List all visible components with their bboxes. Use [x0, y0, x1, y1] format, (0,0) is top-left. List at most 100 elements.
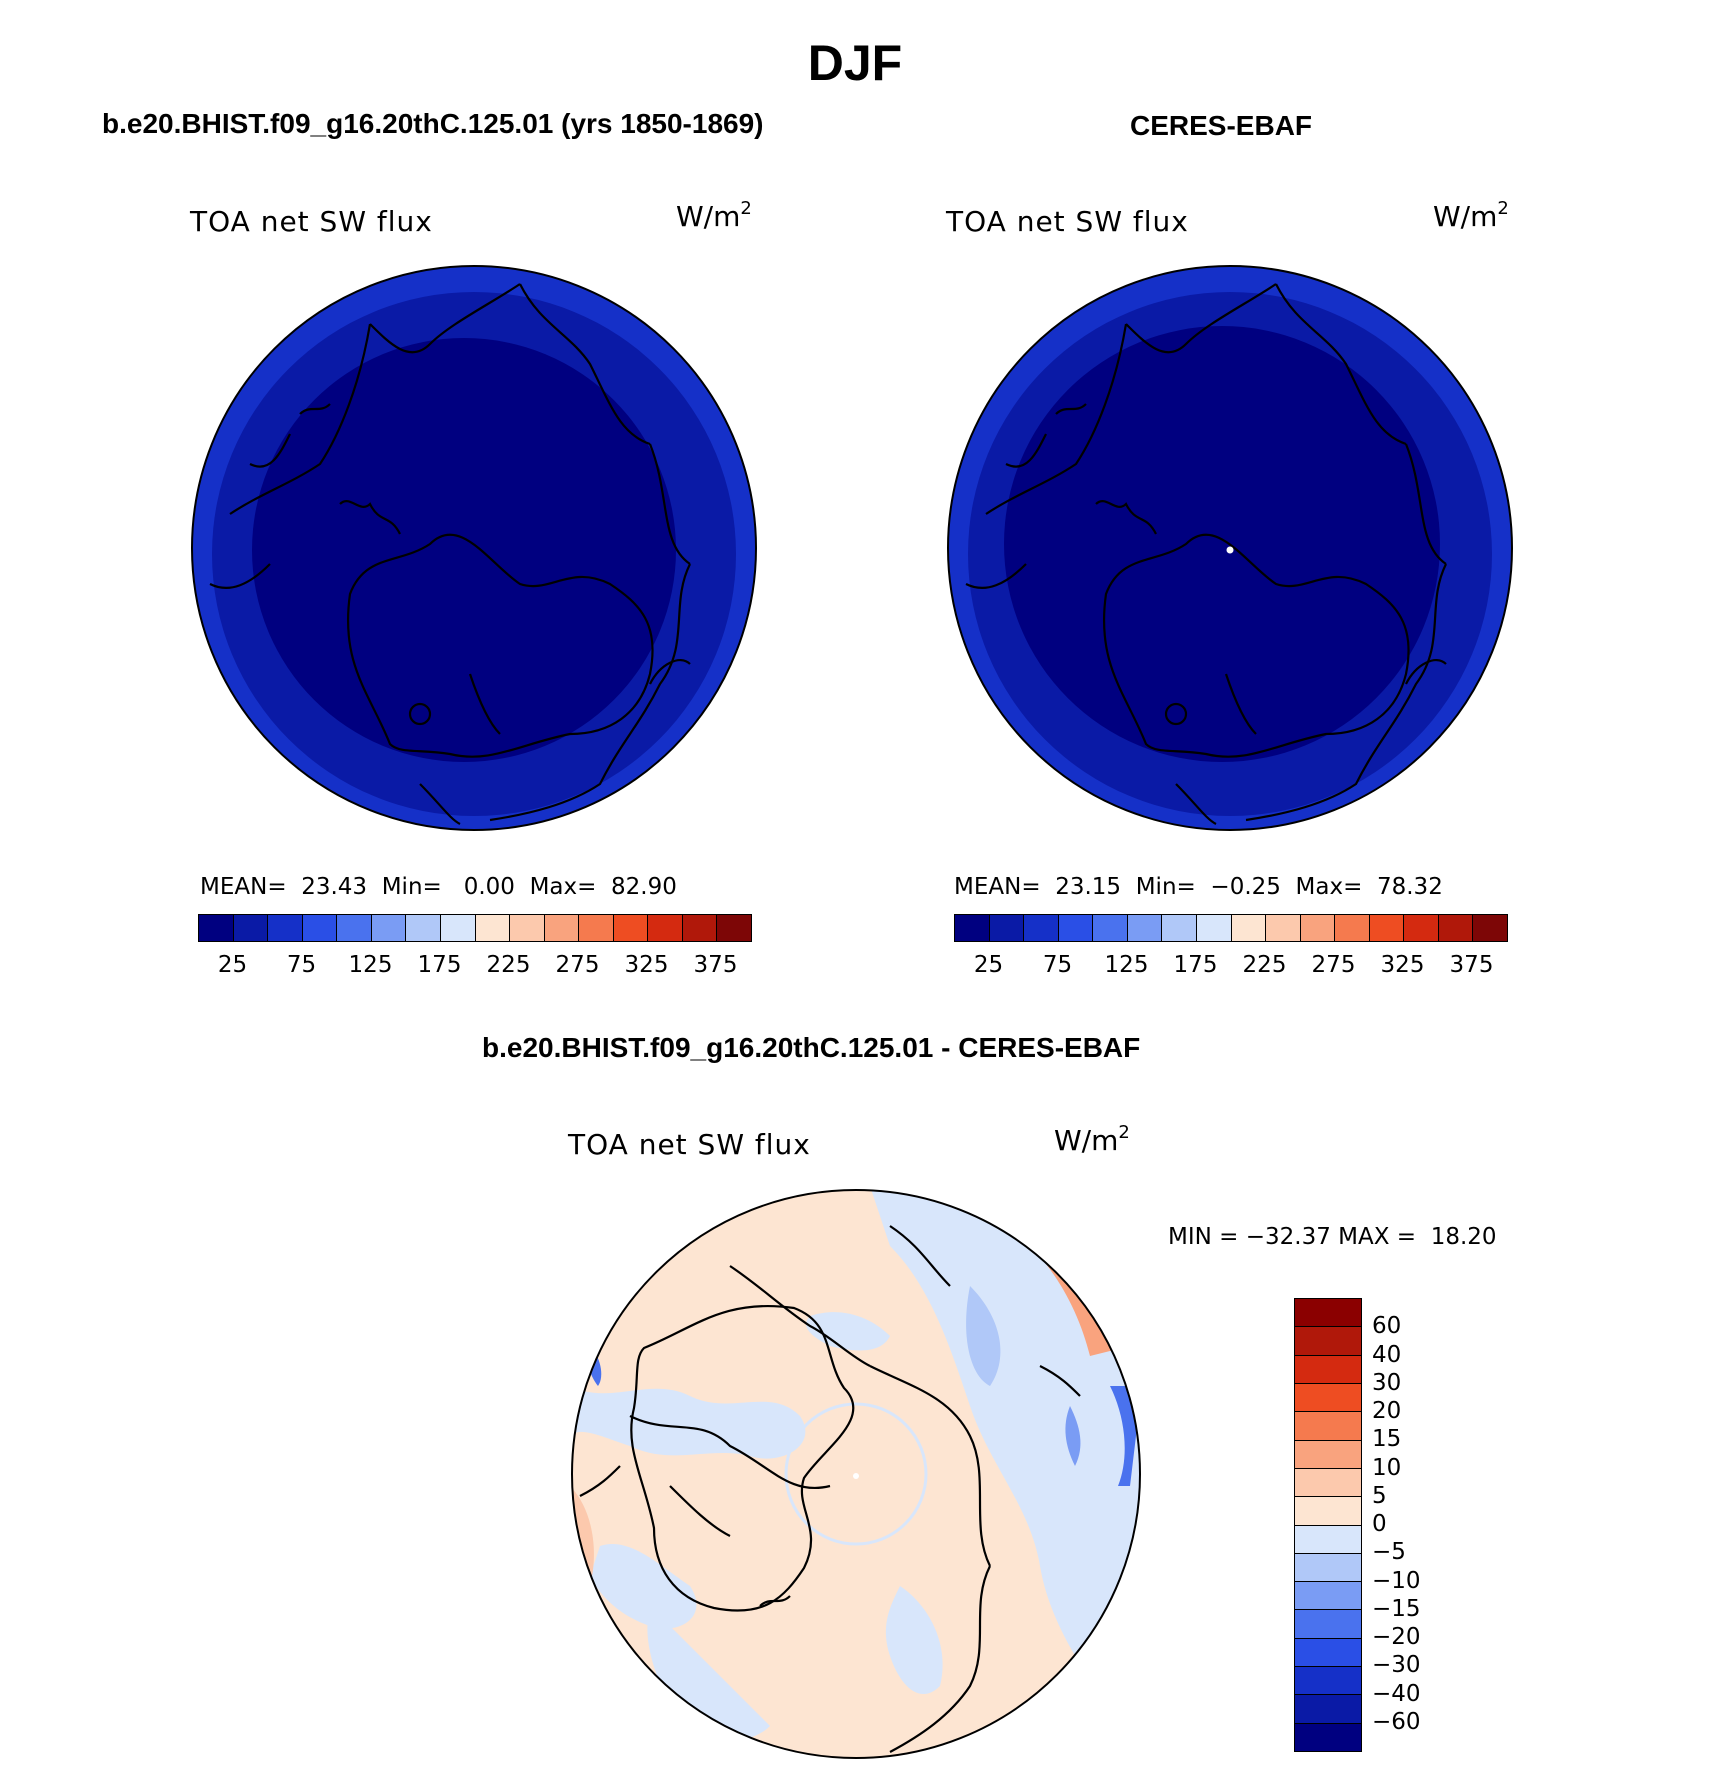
colorbar-tick-label: 125 [348, 952, 393, 978]
colorbar-swatch [1093, 915, 1128, 941]
diff-polar-map [571, 1189, 1141, 1759]
colorbar-swatch [1058, 915, 1094, 941]
colorbar-tick-label: 325 [1380, 952, 1425, 978]
colorbar-swatch [510, 915, 545, 941]
colorbar-swatch [199, 915, 234, 941]
colorbar-swatch [1231, 915, 1267, 941]
colorbar-swatch [1295, 1327, 1361, 1356]
colorbar-swatch [302, 915, 338, 941]
colorbar-swatch [1162, 915, 1197, 941]
diff-stats: MIN = −32.37 MAX = 18.20 [1168, 1224, 1497, 1250]
obs-panel-subtitle: CERES-EBAF [1130, 110, 1313, 141]
colorbar-swatch [268, 915, 303, 941]
colorbar-swatch [1473, 915, 1507, 941]
model-stats: MEAN= 23.43 Min= 0.00 Max= 82.90 [200, 874, 677, 900]
model-variable-label: TOA net SW flux [190, 205, 433, 238]
obs-polar-map [947, 265, 1513, 831]
colorbar-tick-label: 0 [1372, 1511, 1387, 1537]
diff-colorbar-ticks: 60 40 30 20 15 10 5 0 −5 −10 −15 −20 −30 −40 −60 [1372, 1298, 1452, 1750]
colorbar-tick-label: 75 [286, 952, 317, 978]
model-units-label: W/m2 [676, 198, 752, 233]
colorbar-swatch [406, 915, 441, 941]
obs-units-label: W/m2 [1433, 198, 1509, 233]
colorbar-tick-label: −20 [1372, 1624, 1421, 1650]
colorbar-swatch [1196, 915, 1232, 941]
colorbar-tick-label: 325 [624, 952, 669, 978]
colorbar-swatch [1295, 1525, 1361, 1554]
colorbar-tick-label: 75 [1042, 952, 1073, 978]
colorbar-swatch [989, 915, 1025, 941]
colorbar-tick-label: 375 [1449, 952, 1494, 978]
obs-colorbar [954, 914, 1508, 942]
colorbar-tick-label: 15 [1372, 1426, 1402, 1453]
colorbar-tick-label: 225 [1242, 952, 1287, 978]
obs-colorbar-ticks: 25 75 125 175 225 275 325 375 [954, 952, 1506, 982]
colorbar-swatch [1295, 1468, 1361, 1498]
model-colorbar-ticks: 25 75 125 175 225 275 325 375 [198, 952, 750, 982]
colorbar-swatch [1295, 1299, 1361, 1328]
colorbar-swatch [1295, 1412, 1361, 1441]
colorbar-swatch [1266, 915, 1301, 941]
colorbar-swatch [475, 915, 511, 941]
colorbar-tick-label: 225 [486, 952, 531, 978]
colorbar-swatch [1295, 1497, 1361, 1526]
colorbar-swatch [1300, 915, 1336, 941]
colorbar-swatch [1295, 1695, 1361, 1724]
colorbar-tick-label: −30 [1372, 1652, 1421, 1679]
colorbar-swatch [1404, 915, 1439, 941]
colorbar-swatch [1127, 915, 1163, 941]
colorbar-tick-label: 275 [1311, 952, 1356, 978]
diff-colorbar [1294, 1298, 1362, 1752]
colorbar-swatch [1369, 915, 1405, 941]
colorbar-swatch [233, 915, 269, 941]
figure-title: DJF [807, 35, 903, 91]
colorbar-swatch [717, 915, 751, 941]
diff-variable-label: TOA net SW flux [568, 1128, 811, 1161]
colorbar-tick-label: 40 [1372, 1341, 1402, 1368]
colorbar-tick-label: 10 [1372, 1454, 1402, 1481]
colorbar-tick-label: −10 [1372, 1567, 1421, 1594]
colorbar-swatch [1295, 1553, 1361, 1583]
colorbar-tick-label: −15 [1372, 1595, 1421, 1622]
colorbar-swatch [1024, 915, 1059, 941]
colorbar-swatch [648, 915, 683, 941]
colorbar-swatch [1438, 915, 1474, 941]
colorbar-swatch [613, 915, 649, 941]
model-panel-subtitle: b.e20.BHIST.f09_g16.20thC.125.01 (yrs 18… [102, 108, 764, 139]
colorbar-swatch [440, 915, 476, 941]
colorbar-swatch [579, 915, 614, 941]
colorbar-tick-label: 125 [1104, 952, 1149, 978]
colorbar-tick-label: −60 [1372, 1708, 1421, 1735]
colorbar-swatch [1295, 1383, 1361, 1413]
diff-units-label: W/m2 [1054, 1122, 1130, 1157]
colorbar-swatch [1335, 915, 1370, 941]
obs-stats: MEAN= 23.15 Min= −0.25 Max= 78.32 [954, 874, 1443, 900]
colorbar-swatch [1295, 1440, 1361, 1469]
colorbar-tick-label: 60 [1372, 1313, 1402, 1340]
colorbar-tick-label: 175 [417, 952, 462, 978]
pole-marker [1226, 546, 1234, 554]
colorbar-tick-label: 275 [555, 952, 600, 978]
pole-marker [853, 1473, 859, 1479]
colorbar-tick-label: −40 [1372, 1680, 1421, 1707]
colorbar-tick-label: 5 [1372, 1482, 1387, 1509]
model-colorbar [198, 914, 752, 942]
colorbar-swatch [1295, 1667, 1361, 1696]
colorbar-swatch [955, 915, 990, 941]
colorbar-swatch [337, 915, 372, 941]
model-polar-map [191, 265, 757, 831]
colorbar-swatch [1295, 1355, 1361, 1384]
colorbar-tick-label: 25 [973, 952, 1004, 978]
obs-variable-label: TOA net SW flux [946, 205, 1189, 238]
colorbar-tick-label: 20 [1372, 1398, 1402, 1424]
colorbar-swatch [1295, 1610, 1361, 1639]
colorbar-tick-label: 30 [1372, 1369, 1402, 1396]
colorbar-swatch [1295, 1582, 1361, 1611]
colorbar-swatch [682, 915, 718, 941]
colorbar-swatch [371, 915, 407, 941]
colorbar-tick-label: 25 [217, 952, 248, 978]
colorbar-swatch [544, 915, 580, 941]
colorbar-swatch [1295, 1638, 1361, 1668]
diff-panel-subtitle: b.e20.BHIST.f09_g16.20thC.125.01 - CERES… [482, 1032, 1141, 1063]
colorbar-swatch [1295, 1723, 1361, 1751]
